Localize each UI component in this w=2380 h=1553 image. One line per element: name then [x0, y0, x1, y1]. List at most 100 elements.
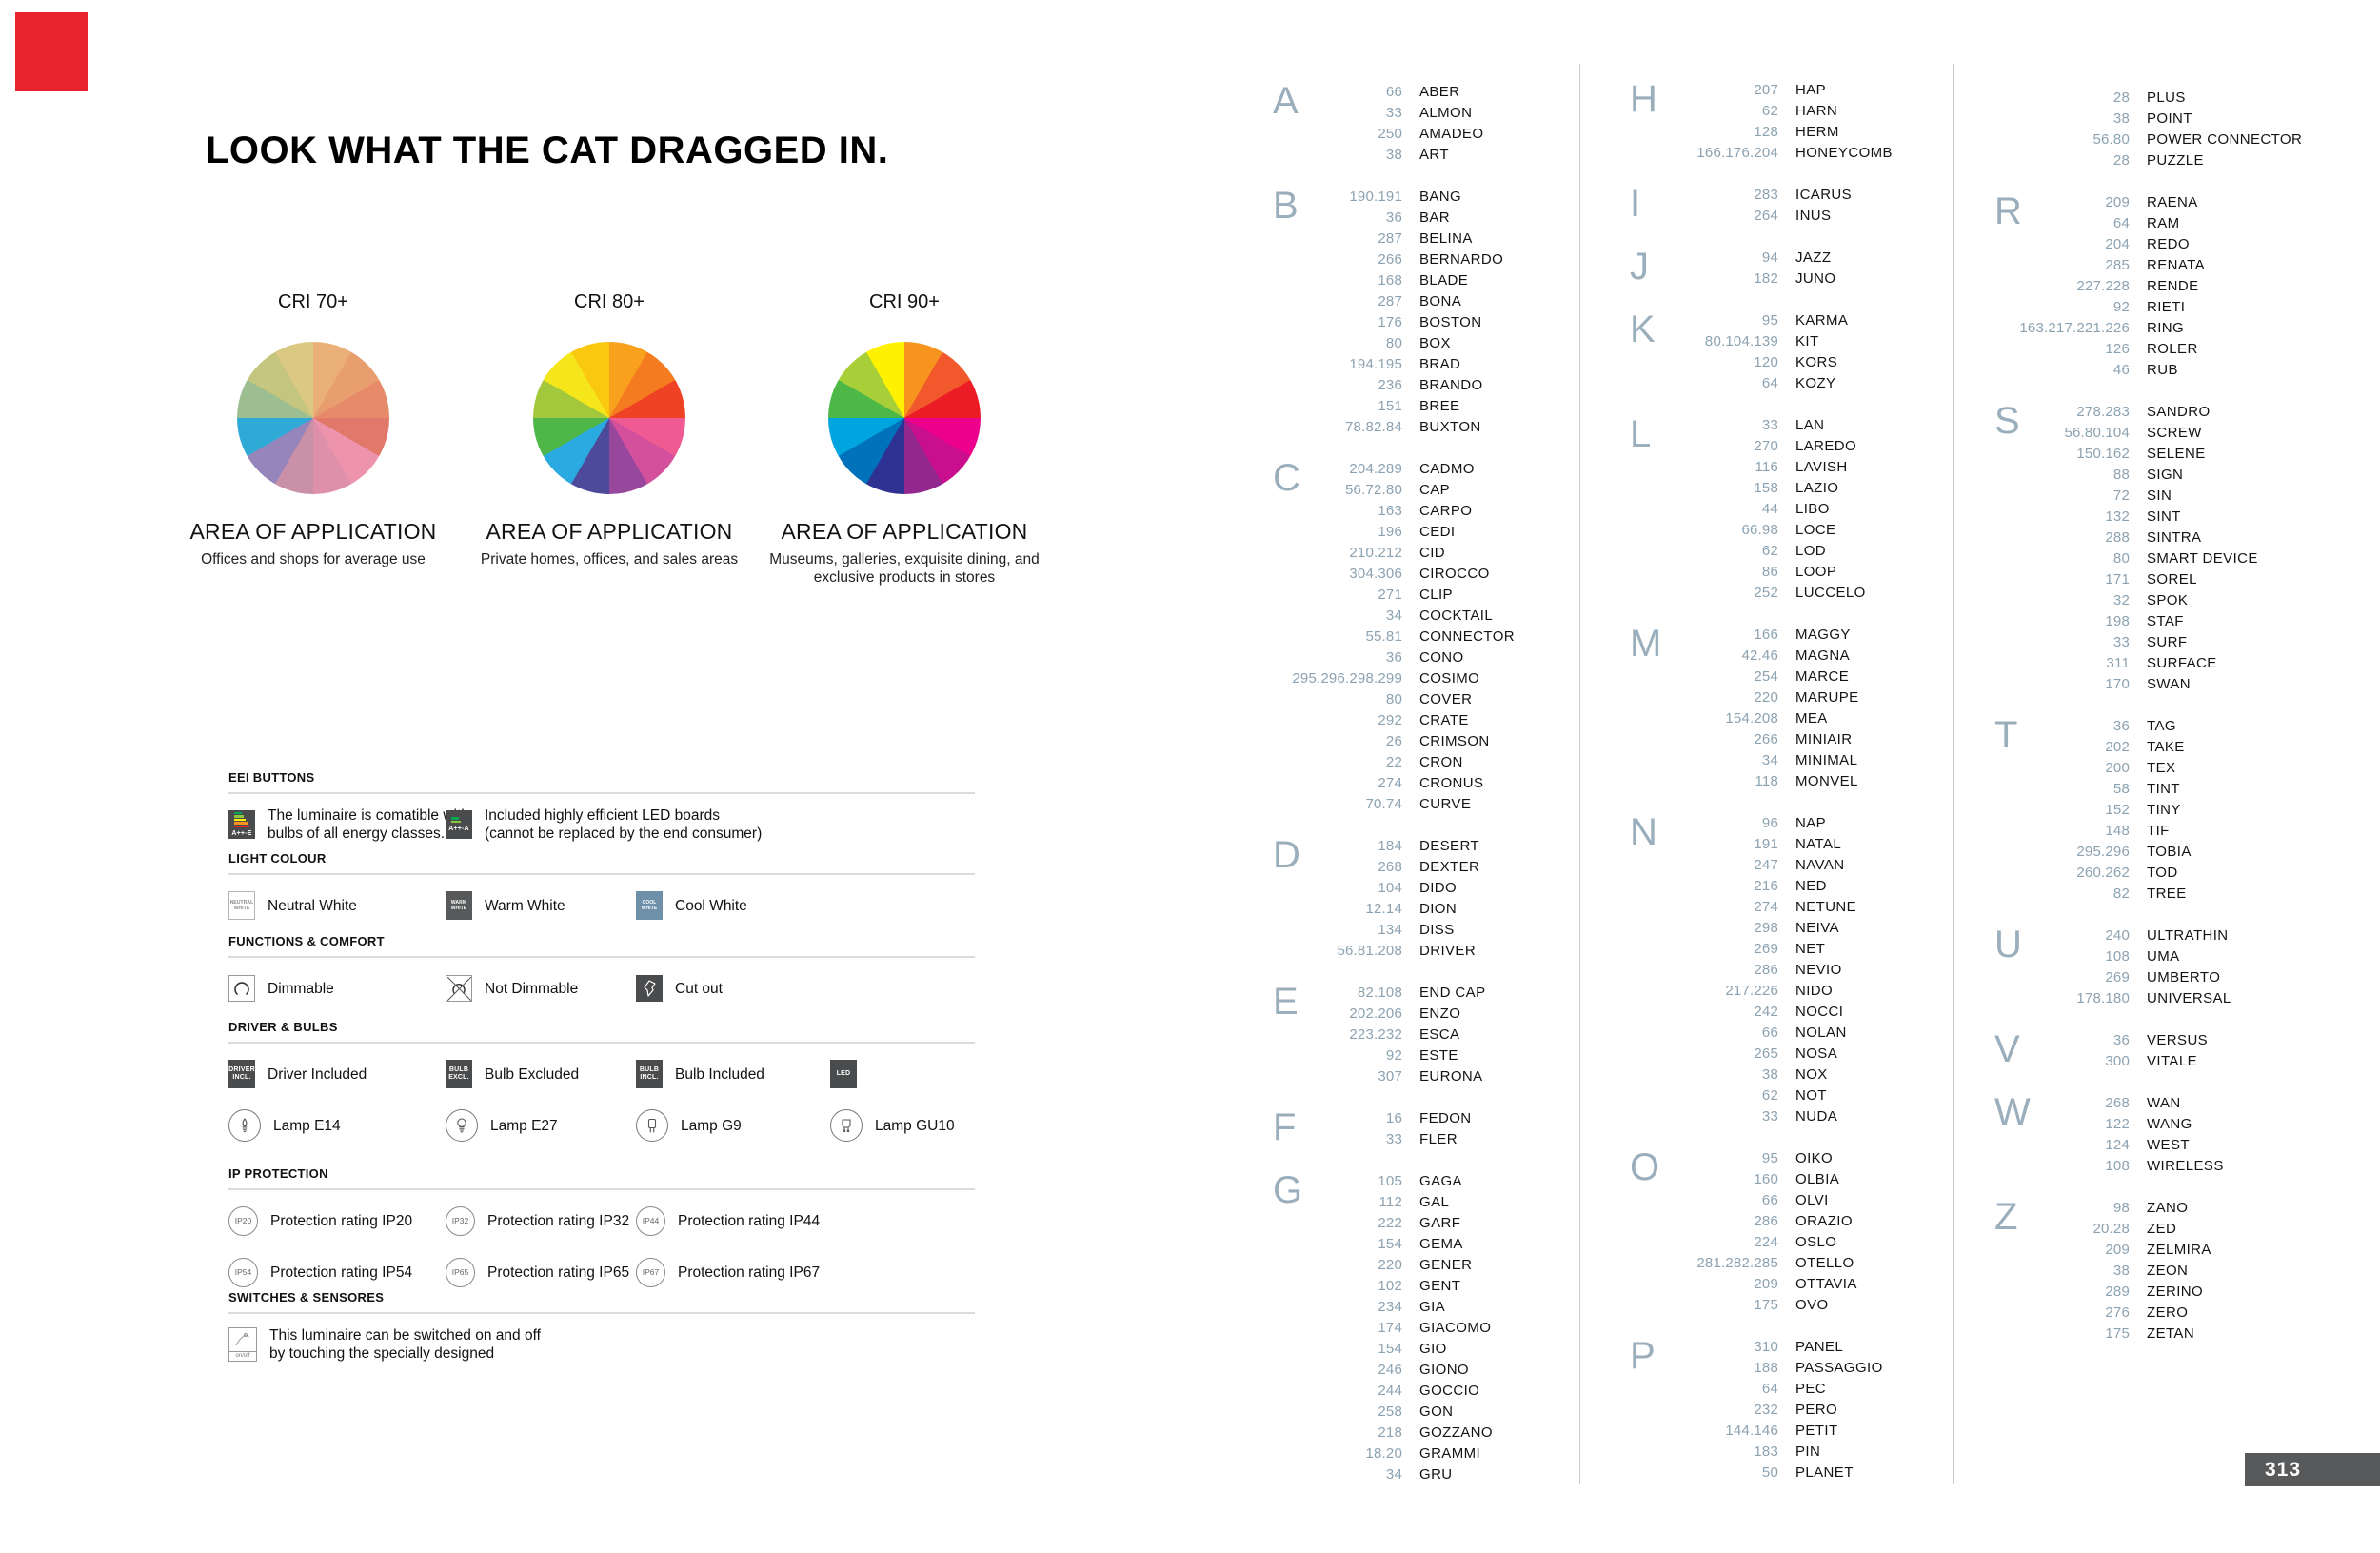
- index-product-name: TAG: [2147, 718, 2176, 734]
- legend-item-label: Included highly efficient LED boards (can…: [485, 806, 762, 843]
- index-product-name: JUNO: [1795, 270, 1836, 287]
- index-row: 56.81.208 DRIVER: [1273, 941, 1515, 962]
- lamp-e14-icon: [228, 1109, 261, 1142]
- index-page-numbers: 62: [1761, 103, 1778, 119]
- legend-row: on/off This luminaire can be switched on …: [228, 1324, 975, 1365]
- index-product-name: OLBIA: [1795, 1171, 1840, 1187]
- index-page-numbers: 176: [1378, 314, 1402, 330]
- index-page-numbers: 260.262: [2076, 865, 2130, 881]
- index-row: 218 GOZZANO: [1273, 1423, 1515, 1443]
- index-page-numbers: 287: [1378, 293, 1402, 309]
- index-page-numbers: 166.176.204: [1696, 145, 1778, 161]
- index-group: Z 98 ZANO 20.28 ZED 209 ZELMIRA 38 ZEON 289 ZERINO…: [1994, 1198, 2302, 1344]
- index-letter: N: [1630, 811, 1657, 853]
- index-page-numbers: 204.289: [1349, 461, 1402, 477]
- index-page-numbers: 126: [2105, 341, 2130, 357]
- index-product-name: BRAD: [1419, 356, 1461, 372]
- index-page-numbers: 95: [1761, 1150, 1778, 1166]
- index-row: 220 MARUPE: [1630, 687, 1893, 708]
- index-product-name: VITALE: [2147, 1053, 2197, 1069]
- index-product-name: ENZO: [1419, 1005, 1461, 1022]
- index-row: 95 OIKO: [1630, 1148, 1893, 1169]
- index-page-numbers: 56.81.208: [1337, 943, 1402, 959]
- index-row: 209 ZELMIRA: [1994, 1240, 2302, 1261]
- index-product-name: WEST: [2147, 1137, 2190, 1153]
- index-product-name: ABER: [1419, 84, 1460, 100]
- index-page-numbers: 163: [1378, 503, 1402, 519]
- legend-item-label: Protection rating IP44: [678, 1212, 820, 1230]
- index-row: 209 OTTAVIA: [1630, 1274, 1893, 1295]
- index-product-name: OIKO: [1795, 1150, 1834, 1166]
- color-wheel: [237, 342, 389, 494]
- index-page-numbers: 220: [1754, 689, 1778, 706]
- index-page-numbers: 216: [1754, 878, 1778, 894]
- index-row: 80 COVER: [1273, 689, 1515, 710]
- index-row: 94 JAZZ: [1630, 248, 1893, 269]
- index-page-numbers: 274: [1754, 899, 1778, 915]
- index-page-numbers: 194.195: [1349, 356, 1402, 372]
- energy-bar: [234, 822, 248, 825]
- index-product-name: CEDI: [1419, 524, 1456, 540]
- index-page-numbers: 80.104.139: [1704, 333, 1778, 349]
- index-row: 198 STAF: [1994, 611, 2302, 632]
- index-product-name: MINIAIR: [1795, 731, 1853, 747]
- index-column: H 207 HAP 62 HARN 128 HERM 166.176.204 HONEYCOMB…: [1630, 80, 1893, 1483]
- index-page-numbers: 209: [1754, 1276, 1778, 1292]
- index-group: R 209 RAENA 64 RAM 204 REDO 285 RENATA 227.228 REN…: [1994, 192, 2302, 381]
- index-row: 33 NUDA: [1630, 1106, 1893, 1127]
- ip-rating-text: IP20: [234, 1216, 252, 1225]
- index-product-name: SIN: [2147, 488, 2172, 504]
- light-colour-word: WHITE: [233, 906, 250, 911]
- index-page-numbers: 168: [1378, 272, 1402, 289]
- index-product-name: ESCA: [1419, 1026, 1460, 1043]
- index-page-numbers: 220: [1378, 1257, 1402, 1273]
- index-row: 70.74 CURVE: [1273, 794, 1515, 815]
- index-product-name: DIDO: [1419, 880, 1458, 896]
- index-row: 66 ABER: [1273, 82, 1515, 103]
- index-row: 80 BOX: [1273, 333, 1515, 354]
- index-letter: R: [1994, 190, 2022, 232]
- index-page-numbers: 55.81: [1365, 628, 1402, 645]
- legend-item: IP44 Protection rating IP44: [636, 1200, 820, 1242]
- index-letter: O: [1630, 1146, 1660, 1188]
- index-product-name: HONEYCOMB: [1795, 145, 1893, 161]
- index-page-numbers: 88: [2112, 467, 2130, 483]
- index-row: 64 RAM: [1994, 213, 2302, 234]
- index-page-numbers: 266: [1378, 251, 1402, 268]
- legend-label-line: Protection rating IP44: [678, 1212, 821, 1229]
- index-group: T 36 TAG 202 TAKE 200 TEX 58 TINT 152 TINY 148 TIF 29…: [1994, 716, 2302, 905]
- index-product-name: MAGGY: [1795, 627, 1851, 643]
- index-row: 118 MONVEL: [1630, 771, 1893, 792]
- page-number-badge: 313: [2245, 1453, 2380, 1486]
- index-row: 260.262 TOD: [1994, 863, 2302, 884]
- index-row: 38 ART: [1273, 145, 1515, 166]
- legend-item: COOL WHITE Cool White: [636, 885, 747, 926]
- index-page-numbers: 120: [1754, 354, 1778, 370]
- index-row: 152 TINY: [1994, 800, 2302, 821]
- legend-label-line: (cannot be replaced by the end consumer): [485, 826, 763, 842]
- index-row: 92 ESTE: [1273, 1045, 1515, 1066]
- index-row: 278.283 SANDRO: [1994, 402, 2302, 423]
- legend-item: Cut out: [636, 967, 723, 1009]
- index-product-name: PLUS: [2147, 90, 2186, 106]
- index-row: 292 CRATE: [1273, 710, 1515, 731]
- index-product-name: DEXTER: [1419, 859, 1480, 875]
- index-page-numbers: 264: [1754, 208, 1778, 224]
- index-row: 176 BOSTON: [1273, 312, 1515, 333]
- index-product-name: ZETAN: [2147, 1325, 2195, 1342]
- index-row: 46 RUB: [1994, 360, 2302, 381]
- index-page-numbers: 158: [1754, 480, 1778, 496]
- index-letter: G: [1273, 1169, 1303, 1211]
- index-row: 33 FLER: [1273, 1129, 1515, 1150]
- index-page-numbers: 283: [1754, 187, 1778, 203]
- index-product-name: RAENA: [2147, 194, 2198, 210]
- index-group: E 82.108 END CAP 202.206 ENZO 223.232 ESCA 92 ES…: [1273, 983, 1515, 1087]
- cri-label: CRI 90+: [869, 291, 940, 312]
- index-product-name: SOREL: [2147, 571, 2197, 587]
- energy-bar: [234, 811, 242, 815]
- legend-item-label: Lamp E27: [490, 1117, 558, 1135]
- index-row: 311 SURFACE: [1994, 653, 2302, 674]
- index-page-numbers: 36: [2112, 1032, 2130, 1048]
- index-row: 56.80.104 SCREW: [1994, 423, 2302, 444]
- index-row: 26 CRIMSON: [1273, 731, 1515, 752]
